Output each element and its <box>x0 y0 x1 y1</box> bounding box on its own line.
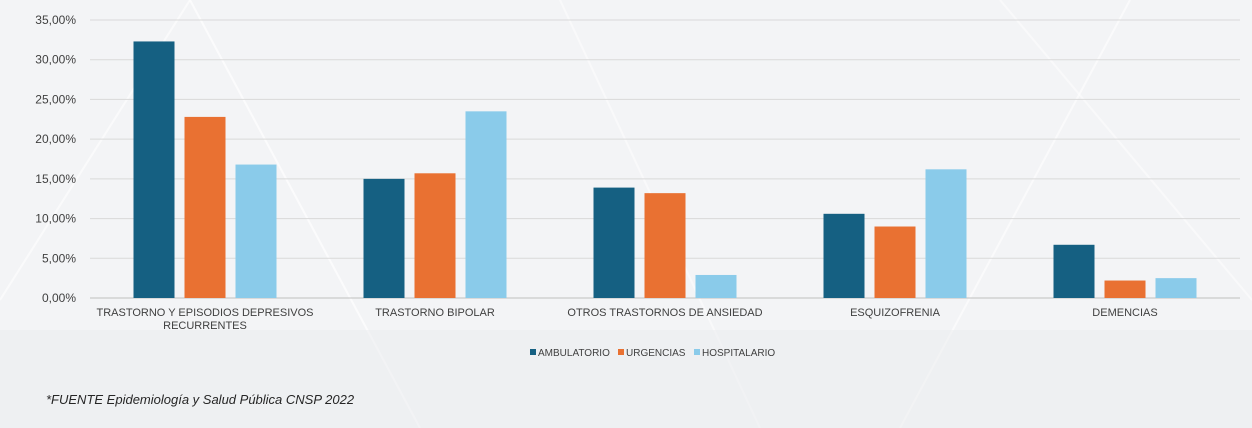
bars <box>133 41 1197 299</box>
bar-urgencias-5 <box>1104 280 1146 298</box>
category-label: OTROS TRASTORNOS DE ANSIEDAD <box>567 307 762 319</box>
legend: AMBULATORIO URGENCIAS HOSPITALARIO <box>530 348 775 359</box>
bar-urgencias-3 <box>644 193 686 298</box>
bar-urgencias-1 <box>184 116 226 298</box>
category-label: ESQUIZOFRENIA <box>850 307 941 319</box>
legend-swatch-hospitalario <box>694 349 700 355</box>
y-tick-label: 15,00% <box>35 172 76 186</box>
y-tick-label: 30,00% <box>35 53 76 67</box>
bar-ambulatorio-3 <box>593 187 635 298</box>
bar-urgencias-2 <box>414 173 456 298</box>
bar-ambulatorio-4 <box>823 213 865 298</box>
bar-urgencias-4 <box>874 226 916 298</box>
y-tick-label: 10,00% <box>35 212 76 226</box>
y-tick-label: 5,00% <box>42 251 76 265</box>
legend-swatch-urgencias <box>618 349 624 355</box>
bar-hospitalario-2 <box>465 111 507 298</box>
legend-swatch-ambulatorio <box>530 349 536 355</box>
legend-label-hospitalario: HOSPITALARIO <box>702 348 775 359</box>
bar-hospitalario-3 <box>695 274 737 298</box>
y-tick-label: 35,00% <box>35 13 76 27</box>
y-tick-label: 20,00% <box>35 132 76 146</box>
y-tick-label: 0,00% <box>42 291 76 305</box>
category-label: TRASTORNO Y EPISODIOS DEPRESIVOS <box>96 307 313 319</box>
y-tick-label: 25,00% <box>35 92 76 106</box>
legend-label-ambulatorio: AMBULATORIO <box>538 348 610 359</box>
bar-ambulatorio-1 <box>133 41 175 299</box>
category-label: TRASTORNO BIPOLAR <box>375 307 495 319</box>
x-axis-category-labels: TRASTORNO Y EPISODIOS DEPRESIVOSRECURREN… <box>96 307 1157 332</box>
bar-ambulatorio-2 <box>363 178 405 298</box>
bar-hospitalario-1 <box>235 164 277 298</box>
bar-hospitalario-5 <box>1155 278 1197 298</box>
category-label: RECURRENTES <box>163 320 247 332</box>
category-label: DEMENCIAS <box>1092 307 1157 319</box>
source-footnote: *FUENTE Epidemiología y Salud Pública CN… <box>46 392 355 407</box>
bar-hospitalario-4 <box>925 169 967 298</box>
y-axis-tick-labels: 0,00% 5,00% 10,00% 15,00% 20,00% 25,00% 30,00%… <box>35 13 76 305</box>
legend-label-urgencias: URGENCIAS <box>626 348 686 359</box>
bar-ambulatorio-5 <box>1053 244 1095 298</box>
